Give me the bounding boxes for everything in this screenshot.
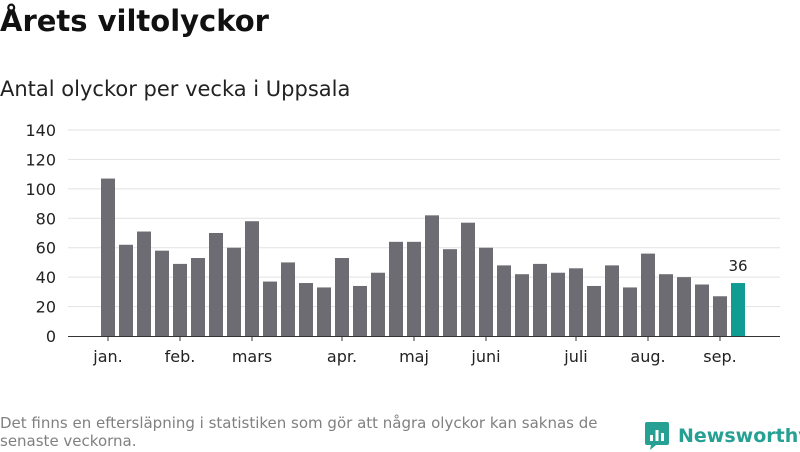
x-tick-label: jan.: [92, 347, 122, 366]
brand-label: Newsworthy: [678, 425, 800, 447]
bar: [587, 285, 601, 336]
x-tick-label: juli: [563, 347, 587, 366]
bar: [677, 277, 691, 336]
bar: [389, 241, 403, 336]
y-tick-label: 120: [25, 150, 56, 169]
bar: [101, 178, 115, 336]
page-title: Årets viltolyckor: [0, 4, 269, 38]
bar: [515, 274, 529, 336]
bar: [353, 285, 367, 336]
bar: [119, 244, 133, 336]
bar: [209, 233, 223, 336]
x-tick-label: sep.: [703, 347, 736, 366]
brand[interactable]: Newsworthy: [644, 420, 800, 452]
y-tick-label: 80: [36, 209, 56, 228]
bar: [407, 241, 421, 336]
x-tick-label: juni: [470, 347, 500, 366]
chart-footnote: Det finns en eftersläpning i statistiken…: [0, 414, 598, 450]
bar: [569, 268, 583, 336]
x-tick-label: mars: [232, 347, 272, 366]
bar: [695, 284, 709, 336]
bar: [497, 265, 511, 336]
y-tick-label: 100: [25, 180, 56, 199]
bar: [461, 222, 475, 336]
bar: [155, 250, 169, 336]
data-label: 36: [728, 257, 747, 275]
bar: [533, 263, 547, 336]
bar: [263, 281, 277, 336]
bar-highlight: [731, 283, 745, 336]
x-tick-label: apr.: [327, 347, 357, 366]
bar: [605, 265, 619, 336]
bar: [173, 263, 187, 336]
bar-chart: 0 20 40 60 80 100 120 140 jan. feb. mars apr. maj jun…: [25, 121, 780, 366]
bar: [227, 247, 241, 336]
bar: [317, 287, 331, 336]
bar: [371, 272, 385, 336]
y-tick-label: 60: [36, 239, 56, 258]
y-tick-label: 0: [46, 327, 56, 346]
x-tick-label: aug.: [630, 347, 665, 366]
bar: [425, 215, 439, 336]
bar: [623, 287, 637, 336]
y-tick-label: 20: [36, 298, 56, 317]
bar: [641, 253, 655, 336]
bar: [551, 272, 565, 336]
bar: [659, 274, 673, 336]
x-tick-label: maj: [399, 347, 429, 366]
bar: [443, 249, 457, 336]
y-tick-label: 140: [25, 121, 56, 140]
x-tick-label: feb.: [165, 347, 196, 366]
bar: [191, 258, 205, 336]
bar: [299, 283, 313, 336]
bar: [713, 296, 727, 336]
newsworthy-logo-icon: [645, 422, 669, 450]
chart-subtitle: Antal olyckor per vecka i Uppsala: [0, 77, 351, 101]
bar: [479, 247, 493, 336]
y-tick-label: 40: [36, 268, 56, 287]
bar: [281, 262, 295, 336]
bar: [245, 221, 259, 336]
bar: [335, 258, 349, 336]
bar: [137, 231, 151, 336]
